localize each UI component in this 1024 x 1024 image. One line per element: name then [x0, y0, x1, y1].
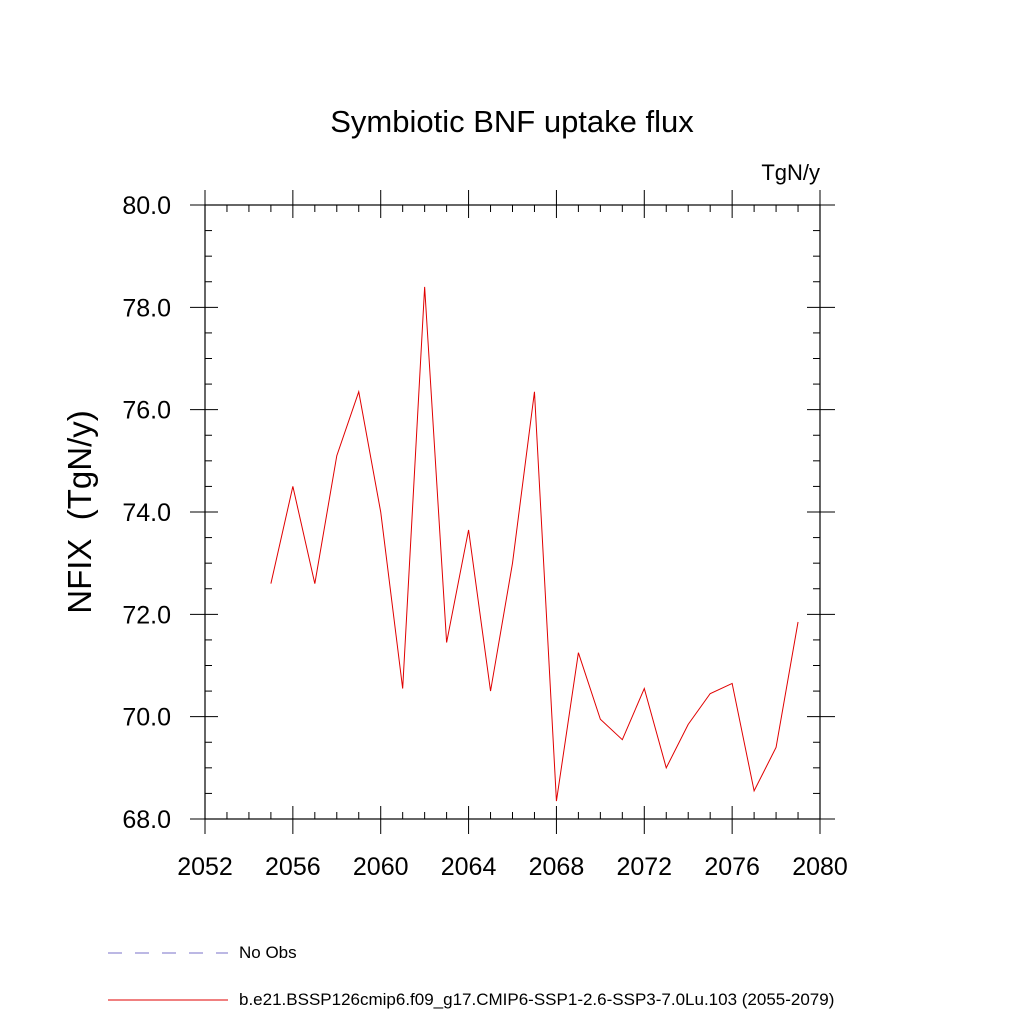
axis-tick-labels: 2052 2056 2060 2064 2068 2072 2076 2080 68.0 70.0…	[122, 192, 847, 881]
data-point	[577, 651, 580, 654]
data-point	[511, 562, 514, 565]
x-tick-label: 2076	[704, 853, 760, 881]
data-point	[533, 390, 536, 393]
data-point	[423, 285, 426, 288]
x-tick-label: 2052	[177, 853, 233, 881]
data-point	[313, 582, 316, 585]
data-point	[401, 687, 404, 690]
data-point	[357, 390, 360, 393]
series-line-0	[270, 286, 799, 802]
units-label: TgN/y	[761, 160, 820, 185]
data-point	[269, 582, 272, 585]
y-tick-label: 74.0	[122, 499, 171, 527]
y-axis-label: NFIX (TgN/y)	[61, 410, 98, 614]
data-point	[467, 528, 470, 531]
data-point	[621, 738, 624, 741]
x-tick-label: 2064	[441, 853, 497, 881]
legend-label-model-run: b.e21.BSSP126cmip6.f09_g17.CMIP6-SSP1-2.…	[239, 990, 835, 1009]
y-tick-label: 70.0	[122, 704, 171, 732]
plot-frame	[204, 204, 821, 820]
x-tick-label: 2072	[616, 853, 672, 881]
data-point	[643, 687, 646, 690]
data-point	[797, 621, 800, 624]
data-point	[687, 723, 690, 726]
x-tick-label: 2068	[529, 853, 585, 881]
data-point	[731, 682, 734, 685]
data-point	[599, 718, 602, 721]
data-point	[335, 454, 338, 457]
x-tick-label: 2056	[265, 853, 321, 881]
y-tick-label: 80.0	[122, 192, 171, 220]
chart-title: Symbiotic BNF uptake flux	[330, 104, 694, 139]
data-point	[379, 511, 382, 514]
y-tick-label: 68.0	[122, 806, 171, 834]
data-point	[709, 692, 712, 695]
axis-ticks	[190, 190, 835, 834]
data-point	[291, 485, 294, 488]
data-point	[665, 766, 668, 769]
y-tick-label: 76.0	[122, 397, 171, 425]
x-tick-label: 2060	[353, 853, 409, 881]
legend	[108, 952, 228, 1001]
y-tick-label: 72.0	[122, 601, 171, 629]
legend-label-no-obs: No Obs	[239, 943, 297, 962]
y-tick-label: 78.0	[122, 294, 171, 322]
data-point	[775, 746, 778, 749]
x-tick-label: 2080	[792, 853, 848, 881]
data-point	[753, 789, 756, 792]
series-layer	[269, 285, 800, 803]
data-point	[445, 641, 448, 644]
data-point	[489, 690, 492, 693]
data-point	[555, 800, 558, 803]
